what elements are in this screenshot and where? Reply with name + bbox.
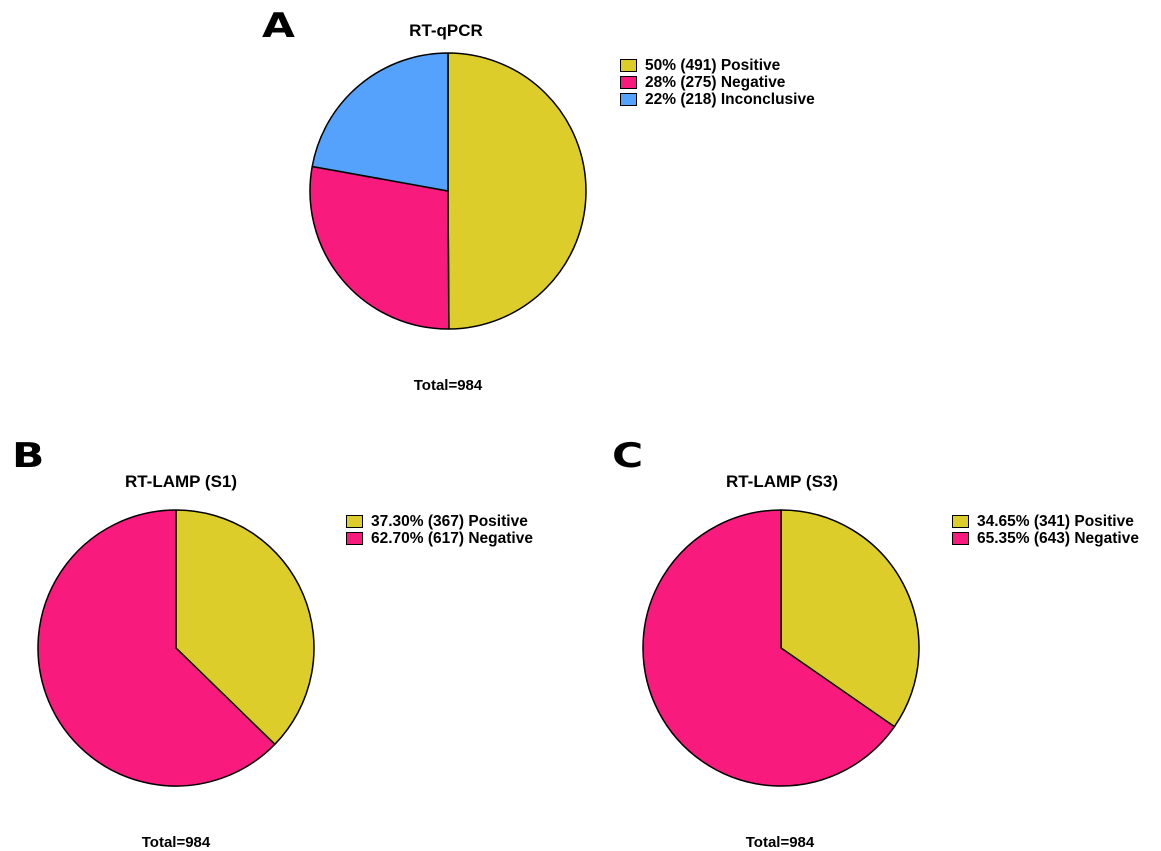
chart-title-rt-lamp-s1: RT-LAMP (S1) [124,472,238,491]
pie-chart-rt-lamp-s1 [37,509,315,787]
legend-item-inconclusive: 22% (218) Inconclusive [620,91,815,108]
legend-swatch-negative [952,532,969,545]
legend-swatch-negative [346,532,363,545]
legend-item-negative: 65.35% (643) Negative [952,530,1139,547]
legend-label-positive: 37.30% (367) Positive [371,512,528,530]
legend-label-positive: 50% (491) Positive [645,56,781,74]
total-label-rt-qpcr: Total=984 [413,377,483,394]
legend-swatch-positive [346,515,363,528]
legend-swatch-inconclusive [620,93,637,106]
legend-label-negative: 62.70% (617) Negative [371,529,533,547]
total-label-rt-lamp-s3: Total=984 [745,834,815,851]
legend-label-negative: 28% (275) Negative [645,73,786,91]
panel-letter-b: B [12,436,45,476]
chart-title-rt-lamp-s3: RT-LAMP (S3) [725,472,839,491]
pie-slice-positive [175,509,315,746]
chart-title-rt-qpcr: RT-qPCR [409,21,483,40]
pie-slice-positive [780,509,920,728]
legend-label-negative: 65.35% (643) Negative [977,529,1139,547]
total-label-rt-lamp-s1: Total=984 [141,834,211,851]
legend-label-inconclusive: 22% (218) Inconclusive [645,90,815,108]
pie-slice-positive [447,52,587,330]
legend-rt-lamp-s1: 37.30% (367) Positive 62.70% (617) Negat… [346,513,533,547]
panel-letter-a: A [262,6,295,46]
legend-swatch-positive [952,515,969,528]
legend-item-positive: 37.30% (367) Positive [346,513,533,530]
legend-item-negative: 62.70% (617) Negative [346,530,533,547]
pie-slice-negative [37,509,276,787]
legend-item-positive: 50% (491) Positive [620,57,815,74]
pie-slice-negative [309,165,450,330]
legend-item-negative: 28% (275) Negative [620,74,815,91]
legend-swatch-positive [620,59,637,72]
legend-rt-lamp-s3: 34.65% (341) Positive 65.35% (643) Negat… [952,513,1139,547]
legend-rt-qpcr: 50% (491) Positive 28% (275) Negative 22… [620,57,815,108]
pie-slice-negative [642,509,896,787]
legend-swatch-negative [620,76,637,89]
legend-label-positive: 34.65% (341) Positive [977,512,1134,530]
pie-chart-rt-lamp-s3 [642,509,920,787]
legend-item-positive: 34.65% (341) Positive [952,513,1139,530]
pie-slice-inconclusive [311,52,449,192]
pie-chart-rt-qpcr [309,52,587,330]
panel-letter-c: C [612,436,644,476]
